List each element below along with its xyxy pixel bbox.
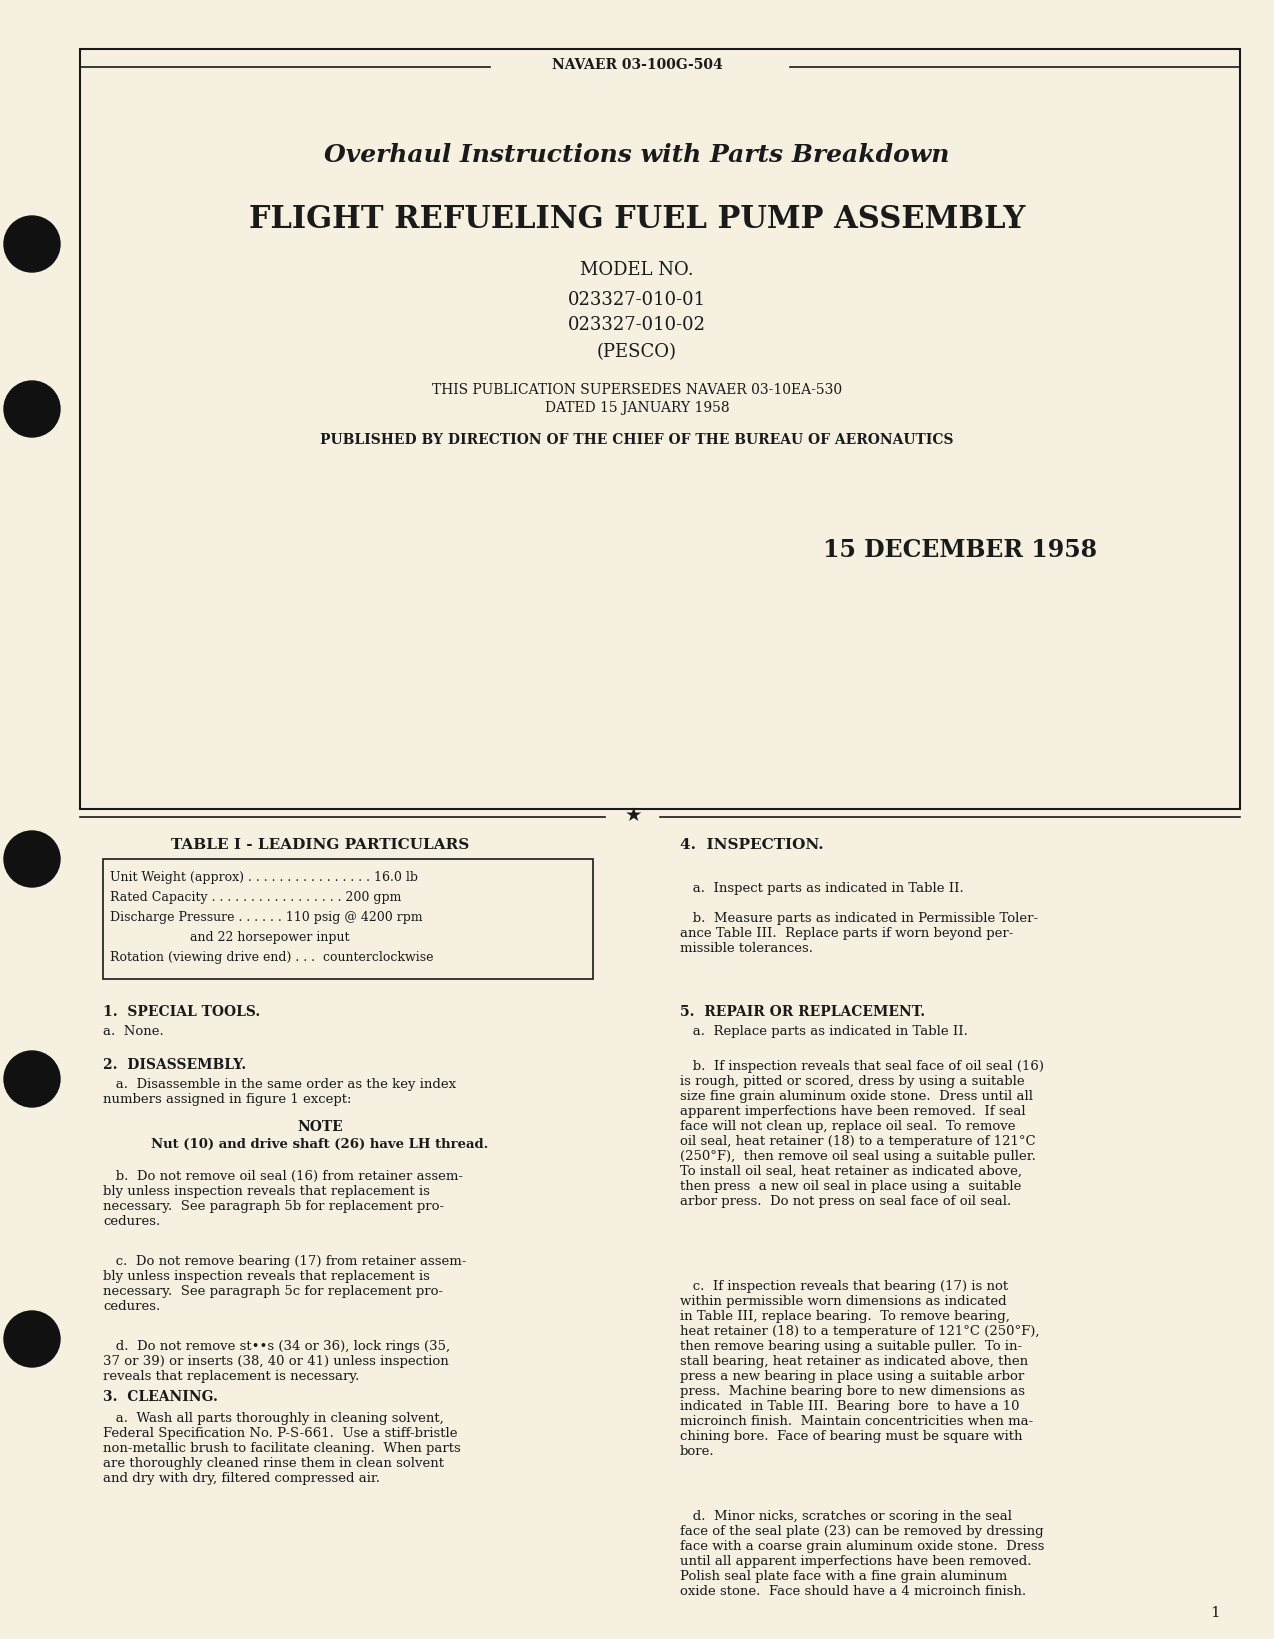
Text: b.  Measure parts as indicated in Permissible Toler-
ance Table III.  Replace pa: b. Measure parts as indicated in Permiss… (680, 911, 1038, 954)
Text: c.  Do not remove bearing (17) from retainer assem-
bly unless inspection reveal: c. Do not remove bearing (17) from retai… (103, 1254, 466, 1313)
Text: Rotation (viewing drive end) . . .  counterclockwise: Rotation (viewing drive end) . . . count… (110, 951, 433, 964)
Bar (80, 49, 1240, 810)
Text: NOTE: NOTE (297, 1119, 343, 1133)
Text: a.  Wash all parts thoroughly in cleaning solvent,
Federal Specification No. P-S: a. Wash all parts thoroughly in cleaning… (103, 1411, 461, 1483)
Text: MODEL NO.: MODEL NO. (580, 261, 694, 279)
Circle shape (4, 1051, 60, 1108)
Text: a.  None.: a. None. (103, 1024, 164, 1037)
Text: 1.  SPECIAL TOOLS.: 1. SPECIAL TOOLS. (103, 1005, 260, 1018)
Text: 023327-010-01: 023327-010-01 (568, 290, 706, 308)
Text: Unit Weight (approx) . . . . . . . . . . . . . . . . 16.0 lb: Unit Weight (approx) . . . . . . . . . .… (110, 870, 418, 883)
Text: 3.  CLEANING.: 3. CLEANING. (103, 1390, 218, 1403)
Text: THIS PUBLICATION SUPERSEDES NAVAER 03-10EA-530: THIS PUBLICATION SUPERSEDES NAVAER 03-10… (432, 384, 842, 397)
Text: 2.  DISASSEMBLY.: 2. DISASSEMBLY. (103, 1057, 246, 1072)
Text: Rated Capacity . . . . . . . . . . . . . . . . . 200 gpm: Rated Capacity . . . . . . . . . . . . .… (110, 892, 401, 905)
Text: 023327-010-02: 023327-010-02 (568, 316, 706, 334)
Circle shape (4, 831, 60, 887)
Text: ★: ★ (624, 805, 642, 824)
Circle shape (4, 216, 60, 272)
Text: b.  Do not remove oil seal (16) from retainer assem-
bly unless inspection revea: b. Do not remove oil seal (16) from reta… (103, 1169, 462, 1228)
Text: PUBLISHED BY DIRECTION OF THE CHIEF OF THE BUREAU OF AERONAUTICS: PUBLISHED BY DIRECTION OF THE CHIEF OF T… (320, 433, 954, 447)
Text: 15 DECEMBER 1958: 15 DECEMBER 1958 (823, 538, 1097, 562)
Text: TABLE I - LEADING PARTICULARS: TABLE I - LEADING PARTICULARS (171, 838, 469, 852)
Text: d.  Minor nicks, scratches or scoring in the seal
face of the seal plate (23) ca: d. Minor nicks, scratches or scoring in … (680, 1510, 1045, 1596)
Text: a.  Replace parts as indicated in Table II.: a. Replace parts as indicated in Table I… (680, 1024, 968, 1037)
Text: Nut (10) and drive shaft (26) have LH thread.: Nut (10) and drive shaft (26) have LH th… (152, 1137, 489, 1151)
Text: Overhaul Instructions with Parts Breakdown: Overhaul Instructions with Parts Breakdo… (325, 143, 949, 167)
Bar (103, 859, 592, 980)
Circle shape (4, 382, 60, 438)
Text: DATED 15 JANUARY 1958: DATED 15 JANUARY 1958 (545, 402, 729, 415)
Text: and 22 horsepower input: and 22 horsepower input (110, 931, 349, 944)
Text: (PESCO): (PESCO) (598, 343, 676, 361)
Text: a.  Disassemble in the same order as the key index
numbers assigned in figure 1 : a. Disassemble in the same order as the … (103, 1077, 456, 1105)
Text: 4.  INSPECTION.: 4. INSPECTION. (680, 838, 823, 852)
Text: d.  Do not remove st••s (34 or 36), lock rings (35,
37 or 39) or inserts (38, 40: d. Do not remove st••s (34 or 36), lock … (103, 1339, 450, 1382)
Text: 1: 1 (1210, 1605, 1220, 1619)
Text: NAVAER 03-100G-504: NAVAER 03-100G-504 (552, 57, 722, 72)
Text: FLIGHT REFUELING FUEL PUMP ASSEMBLY: FLIGHT REFUELING FUEL PUMP ASSEMBLY (248, 205, 1026, 236)
Text: Discharge Pressure . . . . . . 110 psig @ 4200 rpm: Discharge Pressure . . . . . . 110 psig … (110, 911, 423, 924)
Text: a.  Inspect parts as indicated in Table II.: a. Inspect parts as indicated in Table I… (680, 882, 963, 895)
Text: b.  If inspection reveals that seal face of oil seal (16)
is rough, pitted or sc: b. If inspection reveals that seal face … (680, 1059, 1043, 1208)
Text: c.  If inspection reveals that bearing (17) is not
within permissible worn dimen: c. If inspection reveals that bearing (1… (680, 1278, 1040, 1457)
Circle shape (4, 1311, 60, 1367)
Text: 5.  REPAIR OR REPLACEMENT.: 5. REPAIR OR REPLACEMENT. (680, 1005, 925, 1018)
